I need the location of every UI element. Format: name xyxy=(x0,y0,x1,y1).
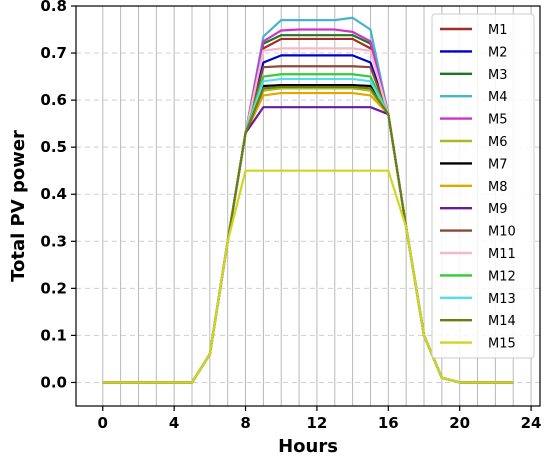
legend-label-m2: M2 xyxy=(488,45,508,60)
y-tick-label: 0.8 xyxy=(40,0,67,15)
legend-label-m12: M12 xyxy=(488,269,516,284)
x-tick-label: 4 xyxy=(169,414,179,432)
x-tick-label: 8 xyxy=(240,414,250,432)
legend-label-m9: M9 xyxy=(488,202,508,217)
legend-box xyxy=(431,13,535,359)
legend-label-m14: M14 xyxy=(488,314,516,329)
x-tick-label: 12 xyxy=(306,414,327,432)
x-tick-label: 0 xyxy=(98,414,108,432)
legend-label-m8: M8 xyxy=(488,180,508,195)
y-tick-label: 0.3 xyxy=(40,232,67,250)
y-tick-label: 0.4 xyxy=(40,185,67,203)
x-tick-label: 24 xyxy=(521,414,542,432)
x-tick-label: 20 xyxy=(449,414,470,432)
legend-label-m1: M1 xyxy=(488,23,508,38)
x-tick-label: 16 xyxy=(378,414,399,432)
y-tick-label: 0.0 xyxy=(40,373,67,391)
legend-label-m3: M3 xyxy=(488,68,508,83)
legend: M1 M2 M3 M4 M5 M6 M7 M8 M9 M10 M11 M12 M13 M14 M15 xyxy=(431,13,535,359)
y-tick-label: 0.2 xyxy=(40,279,67,297)
y-tick-label: 0.1 xyxy=(40,326,67,344)
legend-label-m10: M10 xyxy=(488,225,516,240)
tick-labels: 0 4 8 12 16 20 24 0.0 0.1 0.2 0.3 0.4 0.5 0.6 0.7 0.8 xyxy=(40,0,541,432)
legend-label-m15: M15 xyxy=(488,337,516,352)
series-line-m15 xyxy=(102,169,514,384)
series-lines xyxy=(102,16,514,384)
legend-label-m6: M6 xyxy=(488,135,508,150)
y-axis-title: Total PV power xyxy=(8,130,29,282)
y-tick-label: 0.6 xyxy=(40,91,67,109)
legend-label-m4: M4 xyxy=(488,90,508,105)
x-axis-title: Hours xyxy=(278,436,338,457)
legend-label-m5: M5 xyxy=(488,113,508,128)
legend-label-m7: M7 xyxy=(488,157,508,172)
axes xyxy=(71,5,541,411)
legend-label-m11: M11 xyxy=(488,247,516,262)
y-tick-label: 0.5 xyxy=(40,138,67,156)
plot-frame xyxy=(75,5,541,407)
legend-label-m13: M13 xyxy=(488,292,516,307)
y-tick-label: 0.7 xyxy=(40,44,67,62)
